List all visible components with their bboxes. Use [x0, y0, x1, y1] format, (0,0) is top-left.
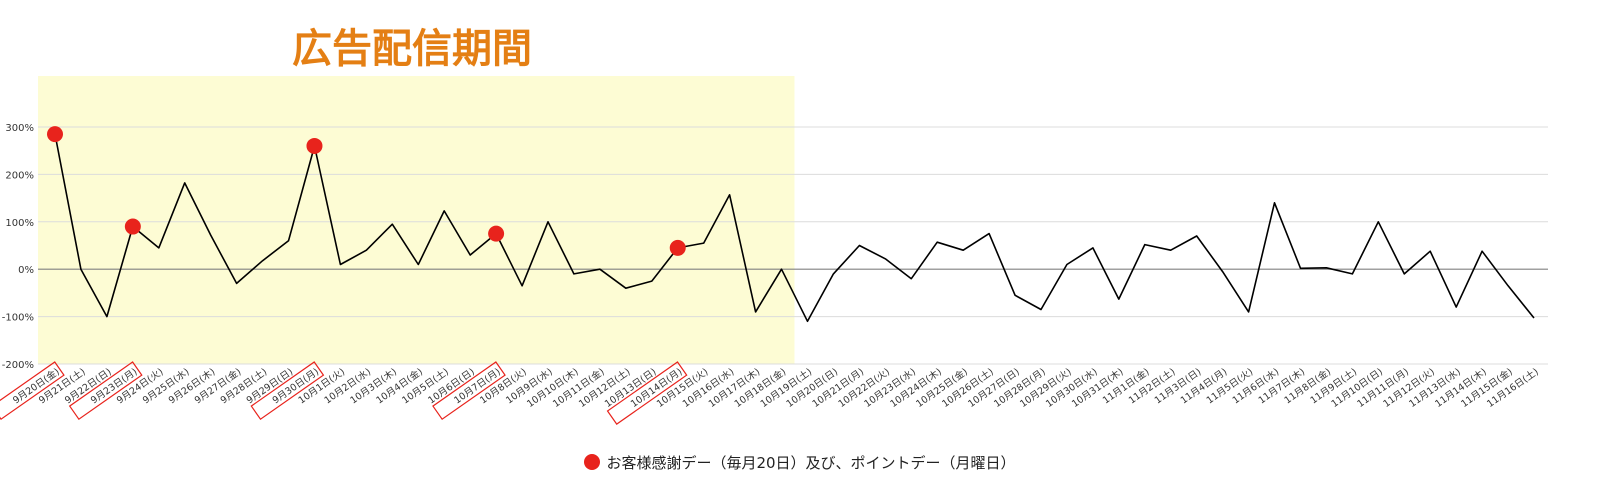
legend-marker-icon	[584, 454, 601, 470]
ad-period-label: 広告配信期間	[292, 26, 532, 72]
y-tick-label: 200%	[5, 170, 34, 181]
x-axis: 9月20日(金)9月21日(土)9月22日(日)9月23日(月)9月24日(火)…	[0, 361, 1541, 425]
series-line	[54, 133, 1535, 323]
x-tick-highlight-box	[250, 361, 325, 421]
highlight-point	[47, 126, 63, 143]
highlight-point	[669, 239, 686, 256]
legend-label: お客様感謝デー（毎月20日）及び、ポイントデー（月曜日）	[606, 453, 1016, 472]
y-tick-label: 300%	[5, 123, 34, 134]
x-tick-highlight-box	[68, 361, 143, 421]
series-layer	[54, 133, 1535, 323]
highlight-point	[306, 137, 323, 154]
y-axis: 300% 200% 100% 0% -100% -200%	[2, 123, 34, 371]
y-tick-label: -100%	[2, 313, 34, 324]
y-tick-label: 0%	[18, 265, 34, 276]
x-tick-highlight-box	[432, 361, 506, 421]
x-tick-highlight-box	[606, 361, 688, 425]
highlight-point	[124, 218, 141, 235]
y-tick-label: 100%	[5, 218, 34, 229]
highlight-markers	[47, 126, 686, 256]
legend: お客様感謝デー（毎月20日）及び、ポイントデー（月曜日）	[0, 450, 1600, 474]
ad-period-band	[38, 76, 795, 364]
x-tick-highlight-box	[0, 361, 65, 421]
grid-lines	[38, 126, 1548, 365]
y-tick-label: -200%	[2, 360, 34, 371]
highlight-point	[488, 225, 505, 242]
